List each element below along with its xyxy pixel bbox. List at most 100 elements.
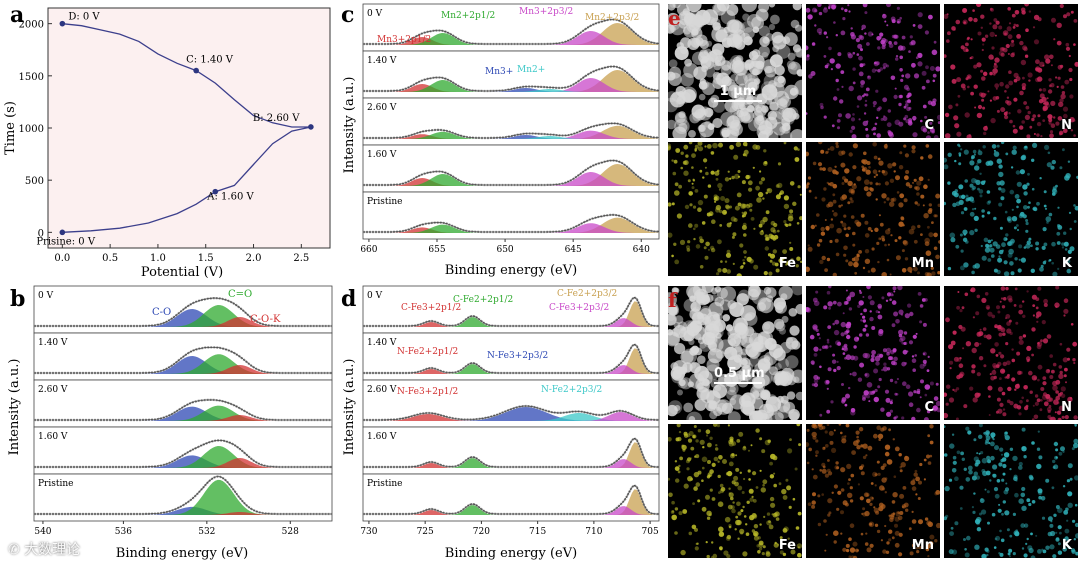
eds-dot xyxy=(877,311,881,314)
eds-dot xyxy=(882,116,888,122)
eds-dot xyxy=(1055,184,1058,188)
eds-dot xyxy=(905,508,909,512)
eds-dot xyxy=(727,355,742,371)
eds-dot xyxy=(882,549,887,554)
eds-dot xyxy=(990,441,995,447)
eds-dot xyxy=(899,338,904,343)
eds-dot xyxy=(1040,339,1043,343)
eds-dot xyxy=(769,101,779,112)
eds-dot xyxy=(968,134,972,137)
eds-dot xyxy=(681,444,687,451)
eds-dot xyxy=(935,254,940,260)
eds-dot xyxy=(867,75,870,78)
eds-dot xyxy=(1057,116,1063,121)
eds-dot xyxy=(807,244,810,247)
eds-dot xyxy=(1013,226,1017,230)
eds-dot xyxy=(874,355,881,362)
eds-dot xyxy=(991,314,996,319)
eds-dot xyxy=(815,290,819,294)
eds-dot xyxy=(997,361,1002,367)
eds-dot xyxy=(1042,338,1049,344)
eds-dot xyxy=(866,498,871,504)
fit-peak xyxy=(363,459,659,468)
eds-dot xyxy=(743,250,747,254)
eds-dot xyxy=(904,103,909,107)
eds-dot xyxy=(876,107,881,112)
eds-dot xyxy=(895,415,899,419)
eds-dot xyxy=(813,382,819,388)
fit-peak xyxy=(363,463,659,468)
eds-dot xyxy=(915,332,918,335)
eds-dot xyxy=(752,110,764,121)
eds-dot xyxy=(768,4,776,8)
eds-dot xyxy=(872,471,878,477)
eds-dot xyxy=(1023,523,1029,528)
eds-dot xyxy=(1021,427,1026,432)
eds-map-texture xyxy=(668,4,802,138)
eds-dot xyxy=(864,249,870,254)
eds-dot xyxy=(1020,523,1025,528)
eds-dot xyxy=(995,87,998,90)
eds-dot xyxy=(944,157,948,163)
eds-dot xyxy=(1024,114,1030,120)
eds-dot xyxy=(749,514,755,521)
eds-dot xyxy=(913,472,918,477)
eds-dot xyxy=(867,445,873,451)
eds-dot xyxy=(1069,94,1074,99)
eds-map-texture xyxy=(806,4,940,138)
eds-dot xyxy=(879,222,884,227)
eds-dot xyxy=(772,229,777,234)
eds-dot xyxy=(925,121,928,125)
element-label: C xyxy=(924,118,934,133)
eds-map: Mn xyxy=(806,424,940,558)
eds-dot xyxy=(833,21,836,24)
eds-dot xyxy=(1070,10,1074,14)
eds-dot xyxy=(1027,172,1030,176)
eds-dot xyxy=(1011,358,1016,363)
eds-dot xyxy=(1075,533,1078,539)
eds-dot xyxy=(869,181,873,185)
eds-dot xyxy=(1030,244,1033,247)
eds-dot xyxy=(969,386,974,391)
eds-dot xyxy=(683,483,689,489)
eds-dot xyxy=(844,435,847,438)
eds-dot xyxy=(1009,331,1013,335)
eds-dot xyxy=(874,484,877,487)
eds-dot xyxy=(894,239,898,243)
row-label: 1.60 V xyxy=(367,432,397,442)
eds-dot xyxy=(790,19,800,29)
eds-dot xyxy=(689,320,703,333)
eds-dot xyxy=(1057,206,1060,209)
eds-dot xyxy=(965,426,970,431)
eds-dot xyxy=(899,493,905,499)
eds-dot xyxy=(959,485,964,490)
eds-dot xyxy=(852,143,858,149)
eds-dot xyxy=(711,541,714,544)
eds-dot xyxy=(861,159,866,164)
eds-dot xyxy=(998,552,1001,555)
eds-dot xyxy=(1025,28,1029,32)
eds-dot xyxy=(739,243,744,248)
eds-dot xyxy=(875,173,879,177)
eds-dot xyxy=(807,502,812,506)
eds-dot xyxy=(974,106,977,109)
eds-dot xyxy=(866,547,872,553)
eds-dot xyxy=(876,36,881,41)
eds-dot xyxy=(847,492,853,498)
eds-dot xyxy=(830,400,834,404)
eds-dot xyxy=(795,391,802,401)
eds-dot xyxy=(837,52,842,57)
eds-dot xyxy=(687,476,693,482)
eds-dot xyxy=(824,344,829,350)
eds-dot xyxy=(691,182,694,185)
eds-dot xyxy=(986,490,990,494)
eds-dot xyxy=(882,366,888,372)
eds-dot xyxy=(1059,166,1063,170)
eds-dot xyxy=(707,460,711,464)
eds-dot xyxy=(936,407,940,413)
eds-dot xyxy=(952,455,957,460)
eds-dot xyxy=(898,309,904,315)
fit-curve xyxy=(34,297,332,327)
eds-dot xyxy=(1066,12,1071,17)
eds-dot xyxy=(902,240,909,246)
